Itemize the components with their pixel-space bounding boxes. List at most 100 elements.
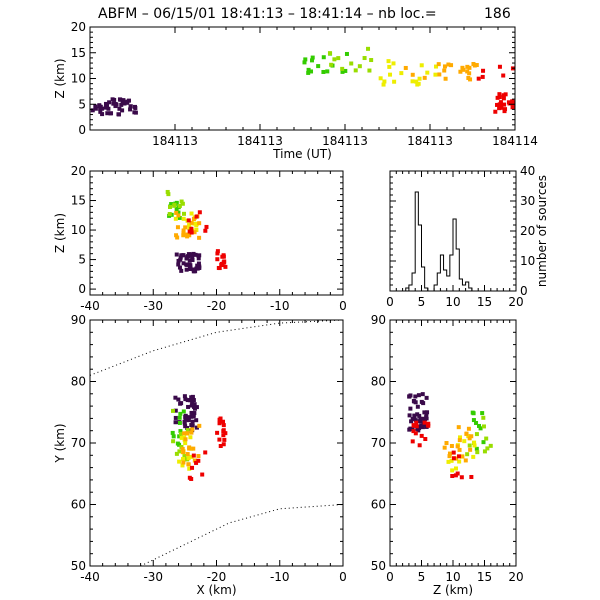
source-point [447, 451, 452, 456]
source-point [221, 429, 226, 434]
source-point [343, 68, 348, 73]
source-point [183, 225, 188, 230]
source-point [173, 408, 178, 413]
source-point [219, 263, 224, 268]
source-point [510, 99, 515, 104]
y-axis-label: Y (km) [53, 423, 67, 463]
source-point [386, 59, 391, 64]
source-point [121, 98, 126, 103]
source-point [399, 71, 404, 76]
source-point [170, 408, 175, 413]
source-point [120, 108, 125, 113]
source-point [181, 261, 186, 266]
source-point [469, 474, 474, 479]
y-tick-label: 10 [71, 223, 86, 237]
source-point [327, 51, 332, 56]
source-point [181, 409, 186, 414]
source-point [182, 419, 187, 424]
source-point [125, 99, 130, 104]
source-point [410, 439, 415, 444]
source-point [407, 413, 412, 418]
y-tick-label: 20 [71, 164, 86, 178]
source-point [476, 76, 481, 81]
y-tick-label: 15 [71, 46, 86, 60]
source-point [478, 426, 483, 431]
source-point [457, 438, 462, 443]
y-tick-label: 90 [371, 313, 386, 327]
source-point [179, 199, 184, 204]
source-point [411, 423, 416, 428]
source-point [189, 211, 194, 216]
source-point [414, 424, 419, 429]
source-point [422, 420, 427, 425]
source-point [423, 437, 428, 442]
source-point [415, 412, 420, 417]
source-point [422, 75, 427, 80]
source-point [181, 228, 186, 233]
source-point [424, 395, 429, 400]
source-point [503, 92, 508, 97]
source-point [446, 459, 451, 464]
source-point [391, 61, 396, 66]
source-point [221, 442, 226, 447]
y-tick-label: 10 [71, 72, 86, 86]
y-tick-label: 0 [520, 284, 528, 298]
height_y-frame [389, 319, 517, 567]
source-point [367, 68, 372, 73]
source-point [186, 456, 191, 461]
source-point [185, 398, 190, 403]
source-point [340, 69, 345, 74]
source-point [168, 205, 173, 210]
source-point [474, 63, 479, 68]
source-point [189, 226, 194, 231]
source-point [410, 72, 415, 77]
source-point [446, 62, 451, 67]
source-point [382, 79, 387, 84]
source-point [203, 450, 208, 455]
source-point [128, 107, 133, 112]
source-point [178, 401, 183, 406]
source-point [468, 447, 473, 452]
source-point [437, 72, 442, 77]
y-tick-label: 80 [371, 375, 386, 389]
source-point [321, 55, 326, 60]
source-point [378, 76, 383, 81]
source-point [112, 97, 117, 102]
source-point [457, 447, 462, 452]
source-point [194, 405, 199, 410]
y-tick-label: 0 [78, 282, 86, 296]
source-point [179, 253, 184, 258]
source-point [465, 452, 470, 457]
source-point [442, 68, 447, 73]
source-point [403, 65, 408, 70]
x-tick-label: 10 [445, 295, 460, 309]
source-point [419, 399, 424, 404]
x-tick-label: 5 [418, 570, 426, 584]
source-point [186, 218, 191, 223]
source-point [119, 102, 124, 107]
source-point [417, 426, 422, 431]
source-point [98, 109, 103, 114]
source-point [215, 257, 220, 262]
source-point [408, 406, 413, 411]
source-point [449, 63, 454, 68]
source-point [174, 451, 179, 456]
source-point [485, 446, 490, 451]
time_height-panel: 184113 184113 184113 184113 184114 0 5 10 15 20 Ti… [53, 20, 538, 161]
source-point [194, 221, 199, 226]
source-point [340, 66, 345, 71]
x-tick-label: 5 [418, 295, 426, 309]
source-point [177, 459, 182, 464]
source-point [183, 397, 188, 402]
source-point [434, 64, 439, 69]
source-point [197, 253, 202, 258]
source-point [449, 458, 454, 463]
source-point [103, 105, 108, 110]
y-tick-label: 90 [71, 313, 86, 327]
source-point [178, 429, 183, 434]
source-point [444, 441, 449, 446]
source-point [449, 443, 454, 448]
source-point [495, 102, 500, 107]
source-point [176, 262, 181, 267]
